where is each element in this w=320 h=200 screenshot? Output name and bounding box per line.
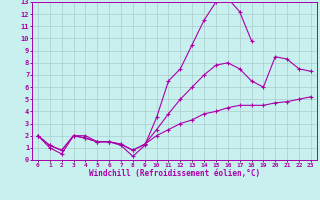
X-axis label: Windchill (Refroidissement éolien,°C): Windchill (Refroidissement éolien,°C): [89, 169, 260, 178]
